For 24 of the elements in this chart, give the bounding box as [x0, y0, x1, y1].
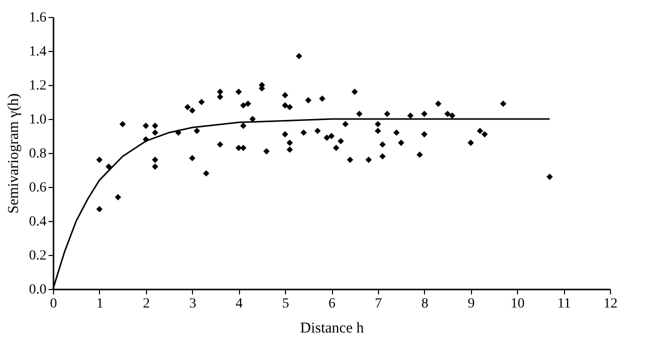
y-tick-label: 0.0	[29, 282, 46, 298]
y-tick-label: 1.4	[29, 44, 46, 60]
x-tick-label: 1	[96, 296, 104, 312]
y-tick-label: 0.2	[29, 248, 46, 264]
x-tick-label: 12	[604, 296, 618, 312]
x-axis-title: Distance h	[300, 320, 364, 336]
y-axis-title: Semivariogram γ(h)	[6, 93, 22, 214]
y-tick-label: 1.0	[29, 112, 46, 128]
x-tick-label: 8	[421, 296, 428, 312]
y-tick-label: 0.8	[29, 146, 46, 162]
x-tick-label: 2	[142, 296, 150, 312]
y-tick-label: 0.6	[29, 180, 46, 196]
x-tick-label: 3	[189, 296, 196, 312]
x-tick-label: 10	[510, 296, 525, 312]
x-tick-label: 4	[236, 296, 243, 312]
y-tick-label: 0.4	[29, 214, 46, 230]
x-tick-label: 7	[374, 296, 382, 312]
x-tick-label: 6	[328, 296, 336, 312]
y-tick-label: 1.6	[29, 10, 46, 26]
x-tick-label: 11	[557, 296, 571, 312]
x-tick-label: 0	[50, 296, 57, 312]
x-tick-label: 9	[468, 296, 475, 312]
y-tick-label: 1.2	[29, 78, 46, 94]
x-tick-label: 5	[282, 296, 290, 312]
